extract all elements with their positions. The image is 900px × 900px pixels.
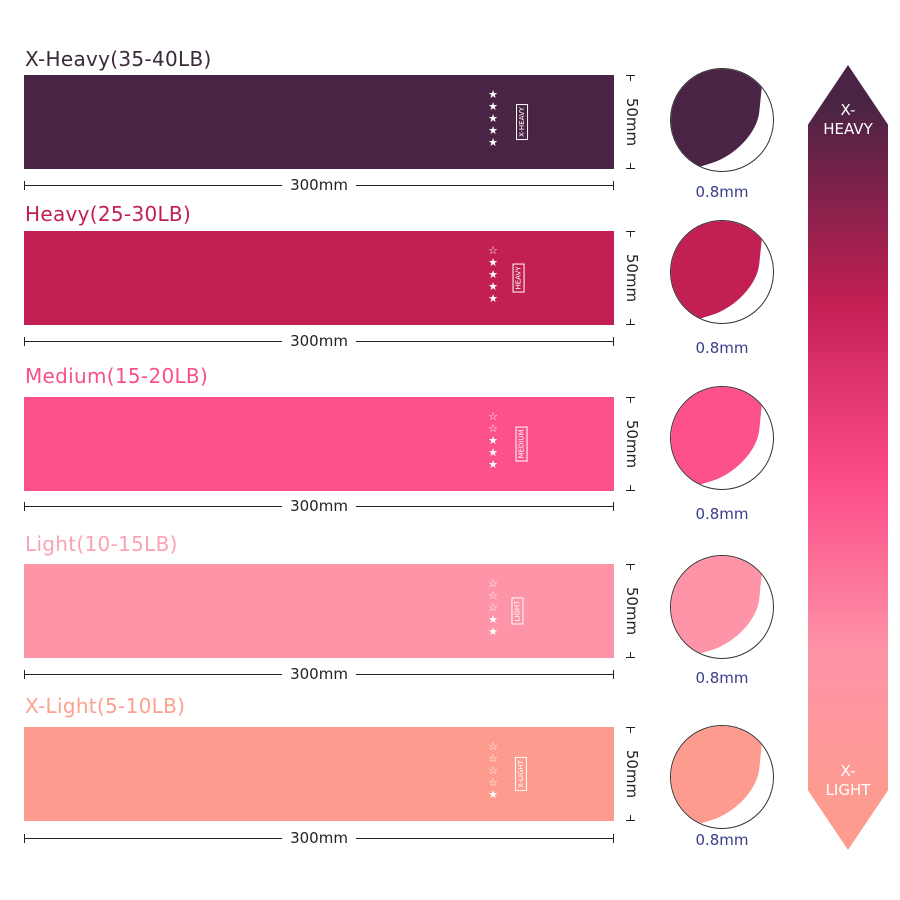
star-filled-icon: ★: [488, 112, 498, 125]
length-dimension: 300mm: [24, 332, 614, 350]
star-rating: ★ ★ ★ ★ ☆: [486, 245, 500, 305]
band-title: Medium(15-20LB): [25, 364, 209, 388]
star-filled-icon: ★: [488, 434, 498, 447]
width-dimension: 50mm: [622, 727, 642, 821]
resistance-band: ★ ★ ★ ★ ☆ HEAVY: [24, 231, 614, 325]
resistance-scale-arrow: X- HEAVY X- LIGHT: [808, 65, 888, 850]
thickness-closeup: [670, 68, 774, 172]
star-filled-icon: ★: [488, 458, 498, 471]
star-filled-icon: ★: [488, 268, 498, 281]
width-label: 50mm: [623, 586, 641, 636]
star-rating: ★ ★ ★ ★ ★: [486, 89, 500, 149]
star-rating: ★ ★ ☆ ☆ ☆: [486, 578, 500, 638]
thickness-label: 0.8mm: [695, 339, 749, 357]
length-label: 300mm: [282, 665, 356, 683]
length-dimension: 300mm: [24, 665, 614, 683]
band-title: X-Heavy(35-40LB): [25, 47, 212, 71]
resistance-band: ★ ★ ★ ★ ★ X-HEAVY: [24, 75, 614, 169]
star-empty-icon: ☆: [488, 589, 498, 602]
star-filled-icon: ★: [488, 613, 498, 626]
thickness-label: 0.8mm: [695, 183, 749, 201]
width-dimension: 50mm: [622, 564, 642, 658]
star-empty-icon: ☆: [488, 740, 498, 753]
thickness-closeup: [670, 725, 774, 829]
width-dimension: 50mm: [622, 231, 642, 325]
length-label: 300mm: [282, 332, 356, 350]
band-level-label: X-HEAVY: [516, 103, 529, 141]
width-label: 50mm: [623, 97, 641, 147]
width-label: 50mm: [623, 419, 641, 469]
band-title: X-Light(5-10LB): [25, 694, 186, 718]
star-empty-icon: ☆: [488, 422, 498, 435]
star-filled-icon: ★: [488, 292, 498, 305]
band-title: Light(10-15LB): [25, 532, 178, 556]
resistance-band: ★ ★ ☆ ☆ ☆ LIGHT: [24, 564, 614, 658]
band-tag: ★ ★ ★ ★ ★ X-HEAVY: [486, 89, 529, 155]
thickness-closeup: [670, 386, 774, 490]
band-tag: ★ ★ ☆ ☆ ☆ LIGHT: [486, 578, 524, 644]
resistance-band: ★ ☆ ☆ ☆ ☆ X-LIGHT: [24, 727, 614, 821]
star-filled-icon: ★: [488, 124, 498, 137]
thickness-closeup: [670, 555, 774, 659]
band-title: Heavy(25-30LB): [25, 202, 192, 226]
star-empty-icon: ☆: [488, 764, 498, 777]
star-empty-icon: ☆: [488, 752, 498, 765]
star-filled-icon: ★: [488, 88, 498, 101]
band-level-label: LIGHT: [511, 597, 524, 625]
length-dimension: 300mm: [24, 829, 614, 847]
star-filled-icon: ★: [488, 446, 498, 459]
scale-bottom-label: X- LIGHT: [825, 762, 871, 799]
star-filled-icon: ★: [488, 788, 498, 801]
resistance-band: ★ ★ ★ ☆ ☆ MEDIUM: [24, 397, 614, 491]
band-tag: ★ ★ ★ ★ ☆ HEAVY: [486, 245, 525, 311]
star-empty-icon: ☆: [488, 577, 498, 590]
length-label: 300mm: [282, 176, 356, 194]
band-level-label: MEDIUM: [515, 426, 528, 462]
width-dimension: 50mm: [622, 397, 642, 491]
width-label: 50mm: [623, 749, 641, 799]
length-label: 300mm: [282, 829, 356, 847]
band-level-label: X-LIGHT: [514, 757, 527, 791]
star-empty-icon: ☆: [488, 776, 498, 789]
star-filled-icon: ★: [488, 625, 498, 638]
band-tag: ★ ★ ★ ☆ ☆ MEDIUM: [486, 411, 528, 477]
thickness-label: 0.8mm: [695, 505, 749, 523]
length-label: 300mm: [282, 497, 356, 515]
star-rating: ★ ★ ★ ☆ ☆: [486, 411, 500, 471]
length-dimension: 300mm: [24, 176, 614, 194]
star-empty-icon: ☆: [488, 601, 498, 614]
width-label: 50mm: [623, 253, 641, 303]
star-filled-icon: ★: [488, 256, 498, 269]
width-dimension: 50mm: [622, 75, 642, 169]
star-filled-icon: ★: [488, 136, 498, 149]
star-filled-icon: ★: [488, 100, 498, 113]
star-empty-icon: ☆: [488, 244, 498, 257]
length-dimension: 300mm: [24, 497, 614, 515]
scale-top-label: X- HEAVY: [823, 101, 873, 138]
star-rating: ★ ☆ ☆ ☆ ☆: [486, 741, 500, 801]
star-filled-icon: ★: [488, 280, 498, 293]
thickness-closeup: [670, 220, 774, 324]
band-level-label: HEAVY: [512, 263, 525, 293]
thickness-label: 0.8mm: [695, 669, 749, 687]
thickness-label: 0.8mm: [695, 831, 749, 849]
star-empty-icon: ☆: [488, 410, 498, 423]
band-tag: ★ ☆ ☆ ☆ ☆ X-LIGHT: [486, 741, 527, 807]
